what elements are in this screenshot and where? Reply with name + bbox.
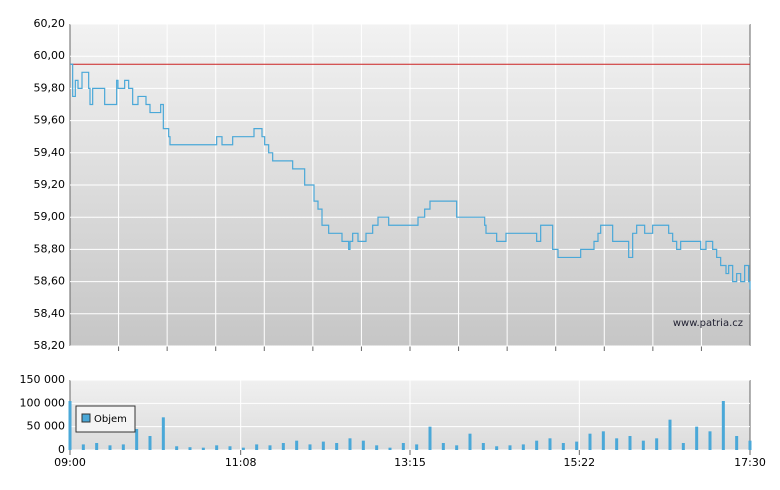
volume-bar	[615, 438, 619, 450]
y-tick-label: 100 000	[20, 396, 66, 409]
volume-bar	[68, 401, 72, 450]
volume-bar	[548, 438, 552, 450]
x-tick-label: 13:15	[394, 456, 426, 469]
volume-bar	[668, 419, 672, 450]
volume-bar	[161, 417, 165, 450]
y-tick-label: 59,40	[34, 146, 66, 159]
volume-bar	[321, 441, 325, 450]
volume-bar	[401, 443, 405, 450]
legend-label: Objem	[94, 414, 127, 425]
y-tick-label: 59,00	[34, 210, 66, 223]
x-tick-label: 17:30	[734, 456, 766, 469]
x-tick-label: 15:22	[563, 456, 595, 469]
volume-bar	[708, 431, 712, 450]
volume-bar	[695, 426, 699, 450]
volume-bar	[308, 444, 312, 450]
volume-bar	[348, 438, 352, 450]
x-tick-label: 09:00	[54, 456, 86, 469]
volume-bar	[601, 431, 605, 450]
volume-bar	[135, 429, 139, 450]
y-tick-label: 58,60	[34, 275, 66, 288]
volume-bar	[748, 440, 752, 450]
watermark: www.patria.cz	[673, 318, 743, 329]
volume-bar	[468, 433, 472, 450]
volume-bar	[681, 443, 685, 450]
volume-bar	[201, 447, 205, 450]
volume-bar	[641, 440, 645, 450]
volume-bar	[521, 444, 525, 450]
volume-bar	[295, 440, 299, 450]
volume-bar	[535, 440, 539, 450]
volume-bar	[388, 447, 392, 450]
y-tick-label: 0	[58, 443, 65, 456]
volume-bar	[375, 445, 379, 450]
volume-bar	[588, 433, 592, 450]
volume-bar	[335, 443, 339, 450]
volume-bar	[415, 444, 419, 450]
volume-bar	[455, 445, 459, 450]
volume-bar	[441, 443, 445, 450]
volume-bar	[228, 446, 232, 450]
y-tick-label: 59,20	[34, 178, 66, 191]
volume-bar	[735, 436, 739, 450]
volume-bar	[561, 443, 565, 450]
x-tick-label: 11:08	[225, 456, 257, 469]
volume-bar	[628, 436, 632, 450]
y-tick-label: 59,80	[34, 81, 66, 94]
price-line	[70, 63, 751, 290]
y-tick-label: 60,00	[34, 49, 66, 62]
y-tick-label: 60,20	[34, 17, 66, 30]
volume-bar	[95, 443, 99, 450]
volume-bar	[508, 445, 512, 450]
volume-bar	[481, 443, 485, 450]
legend-swatch	[81, 413, 91, 423]
y-tick-label: 58,20	[34, 339, 66, 352]
y-tick-label: 150 000	[20, 373, 66, 386]
volume-bar	[188, 447, 192, 450]
y-tick-label: 59,60	[34, 114, 66, 127]
y-tick-label: 50 000	[27, 420, 66, 433]
volume-bar	[175, 446, 179, 450]
volume-bar	[121, 444, 125, 450]
volume-bar	[268, 445, 272, 450]
volume-bar	[721, 401, 725, 450]
y-tick-label: 58,40	[34, 307, 66, 320]
volume-bar	[361, 440, 365, 450]
volume-bar	[255, 444, 259, 450]
volume-bar	[428, 426, 432, 450]
volume-bar	[241, 447, 245, 450]
volume-bar	[655, 438, 659, 450]
y-tick-label: 58,80	[34, 242, 66, 255]
volume-bar	[495, 446, 499, 450]
volume-bar	[281, 443, 285, 450]
volume-bar	[215, 445, 219, 450]
volume-bar	[148, 436, 152, 450]
volume-bar	[81, 444, 85, 450]
volume-bar	[108, 445, 112, 450]
volume-bar	[575, 441, 579, 450]
